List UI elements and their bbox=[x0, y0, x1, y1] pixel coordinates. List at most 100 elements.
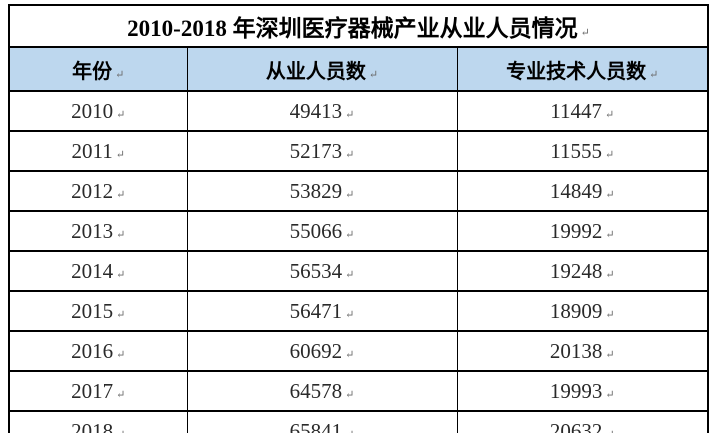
paragraph-mark: ↵ bbox=[605, 108, 615, 121]
paragraph-mark: ↵ bbox=[345, 228, 355, 241]
employees-value: 56534 bbox=[289, 258, 343, 283]
table-row: 2015 ↵ 56471 ↵ 18909 ↵ bbox=[8, 290, 709, 332]
technical-cell: 19992 ↵ bbox=[456, 210, 709, 252]
table-title-text: 2010-2018 年深圳医疗器械产业从业人员情况 bbox=[127, 16, 578, 41]
paragraph-mark: ↵ bbox=[115, 68, 125, 81]
paragraph-mark: ↵ bbox=[116, 188, 126, 201]
paragraph-mark: ↵ bbox=[605, 268, 615, 281]
table-row: 2013 ↵ 55066 ↵ 19992 ↵ bbox=[8, 210, 709, 252]
year-value: 2014 bbox=[71, 258, 114, 283]
paragraph-mark: ↵ bbox=[116, 268, 126, 281]
paragraph-mark: ↵ bbox=[345, 308, 355, 321]
paragraph-mark: ↵ bbox=[345, 108, 355, 121]
year-value: 2015 bbox=[71, 298, 114, 323]
table-row: 2018↵ 65841↵ 20632↵ bbox=[8, 410, 709, 433]
year-cell: 2010 ↵ bbox=[8, 90, 188, 132]
year-cell: 2016 ↵ bbox=[8, 330, 188, 372]
paragraph-mark: ↵ bbox=[605, 348, 615, 361]
table-row: 2010 ↵ 49413 ↵ 11447 ↵ bbox=[8, 90, 709, 132]
employees-value: 60692 bbox=[289, 338, 343, 363]
technical-value: 11447 bbox=[550, 98, 602, 123]
paragraph-mark: ↵ bbox=[345, 268, 355, 281]
paragraph-mark: ↵ bbox=[345, 388, 355, 401]
year-value: 2018 bbox=[71, 418, 114, 433]
employees-value: 49413 bbox=[289, 98, 343, 123]
column-header-technical-label: 专业技术人员数 bbox=[506, 60, 647, 83]
paragraph-mark: ↵ bbox=[116, 429, 125, 433]
technical-value: 19992 bbox=[549, 218, 603, 243]
employees-cell: 56471 ↵ bbox=[186, 290, 458, 332]
year-cell: 2014 ↵ bbox=[8, 250, 188, 292]
paragraph-mark: ↵ bbox=[368, 68, 379, 81]
title-row: 2010-2018 年深圳医疗器械产业从业人员情况 ↵ bbox=[8, 4, 709, 48]
column-header-employees: 从业人员数 ↵ bbox=[186, 46, 458, 92]
technical-value: 20138 bbox=[549, 338, 603, 363]
paragraph-mark: ↵ bbox=[345, 188, 355, 201]
paragraph-mark: ↵ bbox=[116, 308, 126, 321]
year-cell: 2013 ↵ bbox=[8, 210, 188, 252]
paragraph-mark: ↵ bbox=[605, 308, 615, 321]
employees-cell: 49413 ↵ bbox=[186, 90, 458, 132]
employment-table: 2010-2018 年深圳医疗器械产业从业人员情况 ↵ 年份 ↵ 从业人员数 ↵ 专业… bbox=[8, 4, 709, 433]
technical-cell: 19248 ↵ bbox=[456, 250, 709, 292]
year-value: 2011 bbox=[71, 138, 113, 163]
technical-cell: 20138 ↵ bbox=[456, 330, 709, 372]
paragraph-mark: ↵ bbox=[605, 148, 615, 161]
employees-value: 65841 bbox=[289, 418, 343, 433]
paragraph-mark: ↵ bbox=[345, 348, 355, 361]
paragraph-mark: ↵ bbox=[580, 27, 590, 39]
paragraph-mark: ↵ bbox=[116, 388, 126, 401]
paragraph-mark: ↵ bbox=[605, 188, 615, 201]
table-row: 2011 ↵ 52173 ↵ 11555 ↵ bbox=[8, 130, 709, 172]
column-header-technical: 专业技术人员数 ↵ bbox=[456, 46, 709, 92]
technical-value: 14849 bbox=[549, 178, 603, 203]
employees-cell: 55066 ↵ bbox=[186, 210, 458, 252]
paragraph-mark: ↵ bbox=[605, 429, 614, 433]
technical-value: 19993 bbox=[549, 378, 603, 403]
employees-value: 64578 bbox=[289, 378, 343, 403]
table-row: 2014 ↵ 56534 ↵ 19248 ↵ bbox=[8, 250, 709, 292]
employees-value: 53829 bbox=[289, 178, 343, 203]
table-row: 2017 ↵ 64578 ↵ 19993 ↵ bbox=[8, 370, 709, 412]
year-value: 2010 bbox=[71, 98, 114, 123]
column-header-year: 年份 ↵ bbox=[8, 46, 188, 92]
technical-cell: 18909 ↵ bbox=[456, 290, 709, 332]
employees-value: 55066 bbox=[289, 218, 343, 243]
paragraph-mark: ↵ bbox=[649, 68, 659, 81]
technical-cell: 11555 ↵ bbox=[456, 130, 709, 172]
employees-cell: 56534 ↵ bbox=[186, 250, 458, 292]
technical-cell: 14849 ↵ bbox=[456, 170, 709, 212]
employees-value: 56471 bbox=[289, 298, 343, 323]
year-cell: 2018↵ bbox=[8, 410, 188, 433]
paragraph-mark: ↵ bbox=[605, 228, 615, 241]
column-header-employees-label: 从业人员数 bbox=[265, 60, 366, 83]
technical-cell: 20632↵ bbox=[456, 410, 709, 433]
year-cell: 2017 ↵ bbox=[8, 370, 188, 412]
year-cell: 2011 ↵ bbox=[8, 130, 188, 172]
year-value: 2017 bbox=[71, 378, 114, 403]
paragraph-mark: ↵ bbox=[116, 348, 126, 361]
technical-cell: 11447 ↵ bbox=[456, 90, 709, 132]
technical-value: 19248 bbox=[549, 258, 603, 283]
paragraph-mark: ↵ bbox=[116, 108, 126, 121]
year-value: 2013 bbox=[71, 218, 114, 243]
employees-cell: 53829 ↵ bbox=[186, 170, 458, 212]
header-row: 年份 ↵ 从业人员数 ↵ 专业技术人员数 ↵ bbox=[8, 46, 709, 92]
paragraph-mark: ↵ bbox=[605, 388, 615, 401]
year-cell: 2012 ↵ bbox=[8, 170, 188, 212]
employees-cell: 60692 ↵ bbox=[186, 330, 458, 372]
year-value: 2012 bbox=[71, 178, 114, 203]
paragraph-mark: ↵ bbox=[345, 429, 354, 433]
employees-cell: 64578 ↵ bbox=[186, 370, 458, 412]
paragraph-mark: ↵ bbox=[116, 228, 126, 241]
table-row: 2012 ↵ 53829 ↵ 14849 ↵ bbox=[8, 170, 709, 212]
paragraph-mark: ↵ bbox=[115, 148, 125, 161]
technical-value: 20632 bbox=[549, 418, 603, 433]
employees-value: 52173 bbox=[289, 138, 343, 163]
year-value: 2016 bbox=[71, 338, 114, 363]
technical-cell: 19993 ↵ bbox=[456, 370, 709, 412]
column-header-year-label: 年份 bbox=[72, 60, 113, 83]
employees-cell: 65841↵ bbox=[186, 410, 458, 433]
technical-value: 11555 bbox=[550, 138, 602, 163]
